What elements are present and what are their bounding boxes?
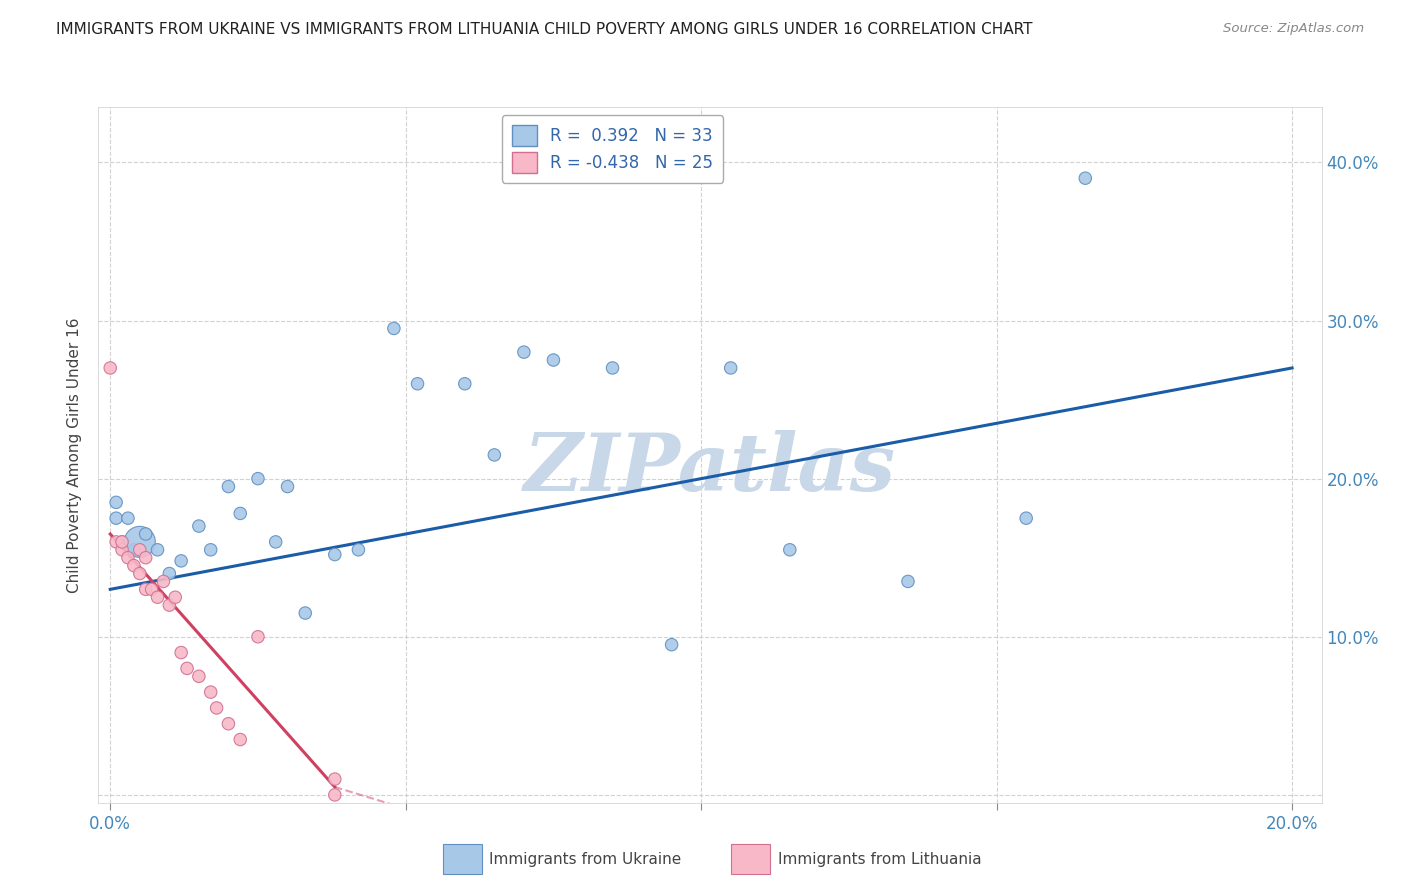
Point [229,507,252,521]
Point [165,591,187,605]
Point [146,542,169,557]
Point [141,582,163,597]
Point [135,582,157,597]
Text: ZIPatlas: ZIPatlas [524,430,896,508]
Point [543,353,565,368]
Point [1015,511,1038,525]
Point [347,542,370,557]
Point [111,542,134,557]
Point [602,360,624,375]
Point [105,511,128,525]
Point [122,558,145,573]
Y-axis label: Child Poverty Among Girls Under 16: Child Poverty Among Girls Under 16 [67,318,83,592]
Point [246,630,269,644]
Point [170,646,193,660]
Point [217,716,239,731]
Point [454,376,477,391]
Point [484,448,506,462]
Point [200,542,222,557]
Point [897,574,920,589]
Point [200,685,222,699]
Point [229,732,252,747]
Point [217,479,239,493]
Point [720,360,742,375]
Point [128,542,150,557]
Point [135,527,157,541]
Point [128,534,150,549]
Point [98,360,121,375]
Point [294,606,316,620]
Point [382,321,405,335]
Point [323,548,346,562]
Point [111,534,134,549]
Point [661,638,683,652]
Point [323,788,346,802]
Text: Immigrants from Lithuania: Immigrants from Lithuania [778,853,981,867]
Point [246,472,269,486]
Point [176,661,198,675]
Point [323,772,346,786]
Point [406,376,429,391]
Point [157,566,180,581]
Point [205,701,228,715]
Point [117,550,139,565]
Point [117,511,139,525]
Point [276,479,298,493]
Text: Source: ZipAtlas.com: Source: ZipAtlas.com [1223,22,1364,36]
Point [157,598,180,612]
Point [152,574,174,589]
Point [170,554,193,568]
Point [128,566,150,581]
Legend: R =  0.392   N = 33, R = -0.438   N = 25: R = 0.392 N = 33, R = -0.438 N = 25 [502,115,723,183]
Point [1074,171,1097,186]
Point [111,534,134,549]
Point [513,345,536,359]
Point [135,550,157,565]
Text: Immigrants from Ukraine: Immigrants from Ukraine [489,853,682,867]
Point [264,534,287,549]
Point [105,495,128,509]
Text: IMMIGRANTS FROM UKRAINE VS IMMIGRANTS FROM LITHUANIA CHILD POVERTY AMONG GIRLS U: IMMIGRANTS FROM UKRAINE VS IMMIGRANTS FR… [56,22,1033,37]
Point [187,519,209,533]
Point [105,534,128,549]
Point [122,542,145,557]
Point [187,669,209,683]
Point [779,542,801,557]
Point [146,591,169,605]
